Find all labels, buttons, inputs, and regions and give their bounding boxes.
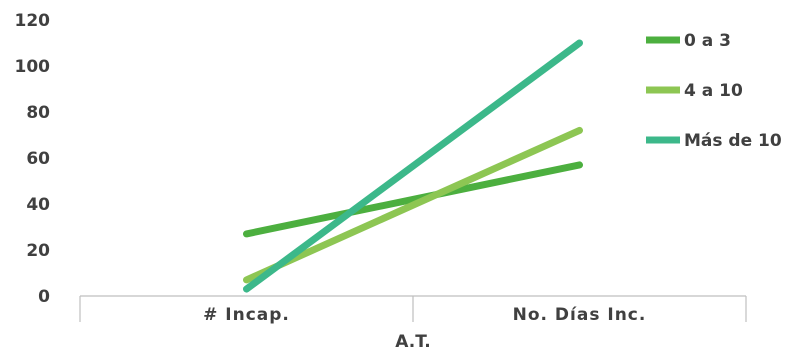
x-axis-category-labels: # Incap. No. Días Inc. — [203, 305, 647, 325]
y-tick-label: 120 — [15, 11, 51, 31]
axes — [79, 295, 747, 322]
y-tick-label: 60 — [26, 149, 50, 169]
y-tick-label: 40 — [26, 195, 50, 215]
legend-label: Más de 10 — [684, 131, 782, 151]
series-line-2 — [243, 126, 583, 284]
legend: 0 a 3 4 a 10 Más de 10 — [646, 31, 782, 151]
x-category-label: # Incap. — [203, 305, 290, 325]
y-axis-tick-labels: 0 20 40 60 80 100 120 — [15, 11, 51, 307]
series-line-1 — [243, 161, 583, 238]
series-line-3 — [243, 39, 583, 293]
y-tick-label: 100 — [15, 57, 51, 77]
x-category-label: No. Días Inc. — [513, 305, 647, 325]
series-lines — [243, 39, 583, 293]
y-tick-label: 0 — [38, 287, 50, 307]
x-axis-title: A.T. — [395, 332, 430, 352]
legend-label: 4 a 10 — [684, 81, 743, 101]
y-tick-label: 20 — [26, 241, 50, 261]
y-tick-label: 80 — [26, 103, 50, 123]
legend-label: 0 a 3 — [684, 31, 731, 51]
